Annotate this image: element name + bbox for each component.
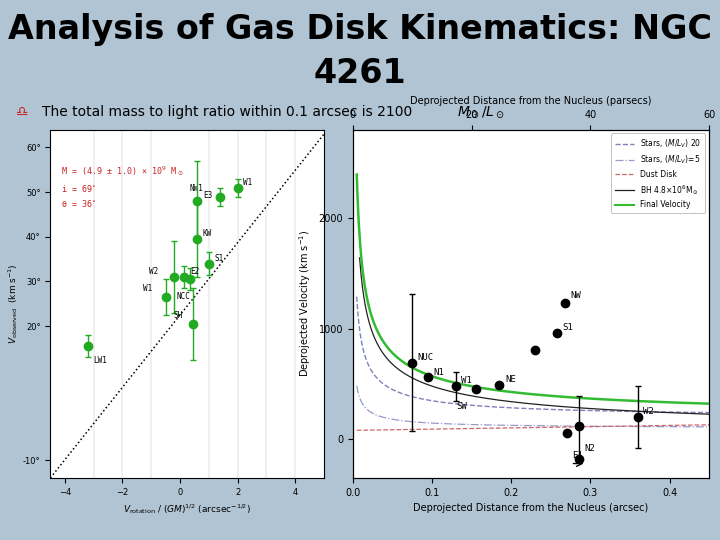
Text: W2: W2 <box>644 407 654 416</box>
Text: 4261: 4261 <box>314 57 406 90</box>
Text: SH: SH <box>174 311 183 320</box>
X-axis label: Deprojected Distance from the Nucleus (arcsec): Deprojected Distance from the Nucleus (a… <box>413 503 649 513</box>
Text: S1: S1 <box>215 254 224 263</box>
Text: NUC: NUC <box>418 353 434 362</box>
Text: NCC: NCC <box>176 292 190 301</box>
Text: W1: W1 <box>143 285 153 294</box>
Y-axis label: $V_{\rm observed}$  (km s$^{-1}$): $V_{\rm observed}$ (km s$^{-1}$) <box>6 264 20 344</box>
Y-axis label: Deprojected Velocity (km s$^{-1}$): Deprojected Velocity (km s$^{-1}$) <box>297 230 313 377</box>
Text: E3: E3 <box>203 191 212 200</box>
Text: W1: W1 <box>243 178 253 187</box>
Text: NW1: NW1 <box>190 184 204 193</box>
Text: E1: E1 <box>572 450 583 460</box>
Text: $M_\odot/L_\odot$: $M_\odot/L_\odot$ <box>457 104 505 120</box>
Text: The total mass to light ratio within 0.1 arcsec is 2100: The total mass to light ratio within 0.1… <box>42 105 416 119</box>
Text: M = (4.9 ± 1.0) × 10$^9$ M$_\odot$
i = 69$^{\circ}$
θ = 36$^{\circ}$: M = (4.9 ± 1.0) × 10$^9$ M$_\odot$ i = 6… <box>61 164 184 210</box>
Text: Analysis of Gas Disk Kinematics: NGC: Analysis of Gas Disk Kinematics: NGC <box>8 14 712 46</box>
Text: S1: S1 <box>563 323 573 332</box>
Text: E2: E2 <box>190 267 199 276</box>
Text: N2: N2 <box>584 444 595 454</box>
Text: W1: W1 <box>462 376 472 386</box>
Text: W2: W2 <box>149 267 158 276</box>
Text: N1: N1 <box>433 368 444 376</box>
Text: SW: SW <box>456 402 467 411</box>
Text: LW1: LW1 <box>94 356 107 365</box>
Text: ♎: ♎ <box>16 105 28 119</box>
Text: NW: NW <box>571 291 581 300</box>
Text: KW: KW <box>203 229 212 238</box>
Legend: Stars, $(M/L_V)$ 20, Stars, $(M/L_V)$=5, Dust Disk, BH 4.8×10$^6$M$_\odot$, Fina: Stars, $(M/L_V)$ 20, Stars, $(M/L_V)$=5,… <box>611 133 706 213</box>
Text: NE: NE <box>505 375 516 384</box>
X-axis label: Deprojected Distance from the Nucleus (parsecs): Deprojected Distance from the Nucleus (p… <box>410 96 652 106</box>
X-axis label: $V_{\rm rotation}$ / $(GM)^{1/2}$ (arcsec$^{-1/2}$): $V_{\rm rotation}$ / $(GM)^{1/2}$ (arcse… <box>123 502 251 516</box>
